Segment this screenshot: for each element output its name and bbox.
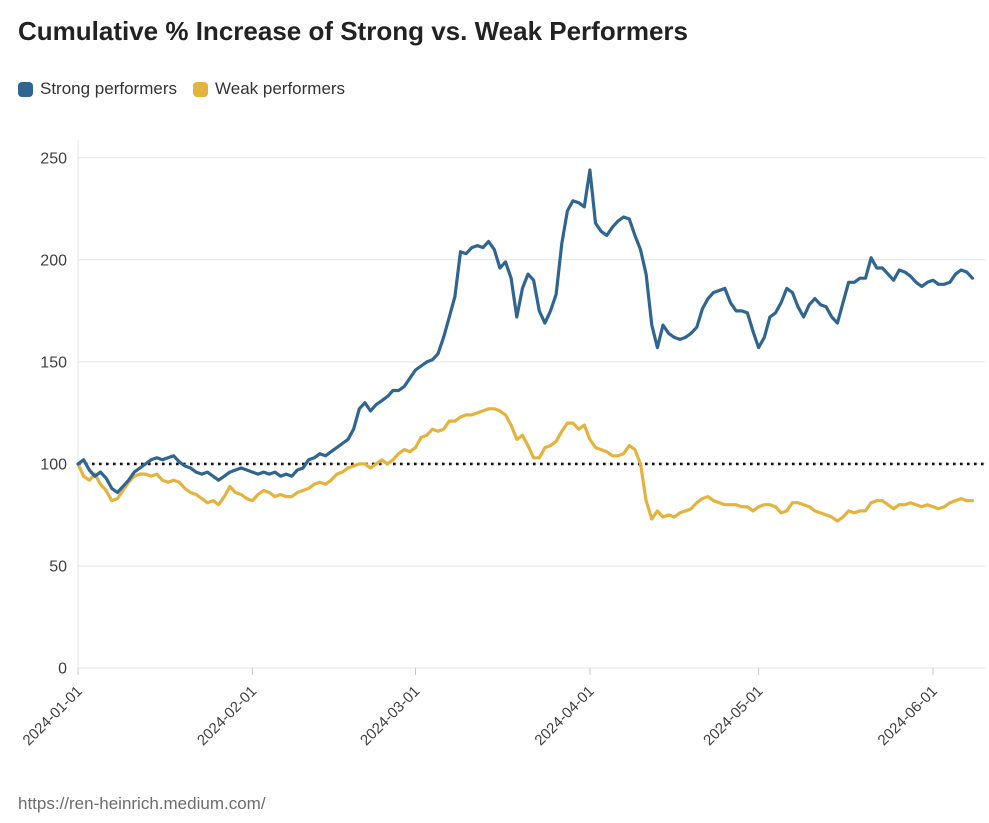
legend-swatch-strong [18,81,33,97]
x-tick-label: 2024-04-01 [531,683,597,749]
x-tick-label: 2024-06-01 [875,683,941,749]
y-tick-label: 250 [40,150,67,167]
y-tick-label: 0 [58,661,67,678]
legend-item-weak: Weak performers [193,79,345,99]
y-tick-label: 100 [40,456,67,473]
line-chart: 0 50 100 150 200 250 2024-01-01 2024-02-01 2024-… [20,140,985,749]
y-tick-label: 200 [40,252,67,269]
x-tick-label: 2024-02-01 [194,683,260,749]
legend-label-weak: Weak performers [215,79,346,98]
source-url: https://ren-heinrich.medium.com/ [18,794,266,813]
x-tick-label: 2024-01-01 [20,683,86,749]
y-tick-label: 150 [40,354,67,371]
x-tick-label: 2024-03-01 [357,683,423,749]
legend-swatch-weak [193,81,208,97]
legend: Strong performers Weak performers [18,79,361,99]
x-tick-label: 2024-05-01 [700,683,766,749]
legend-item-strong: Strong performers [18,79,177,99]
y-tick-label: 50 [49,559,67,576]
series-line-weak-performers [76,407,975,523]
legend-label-strong: Strong performers [40,79,177,98]
series-line-strong-performers [76,168,975,495]
chart-title: Cumulative % Increase of Strong vs. Weak… [18,16,688,46]
